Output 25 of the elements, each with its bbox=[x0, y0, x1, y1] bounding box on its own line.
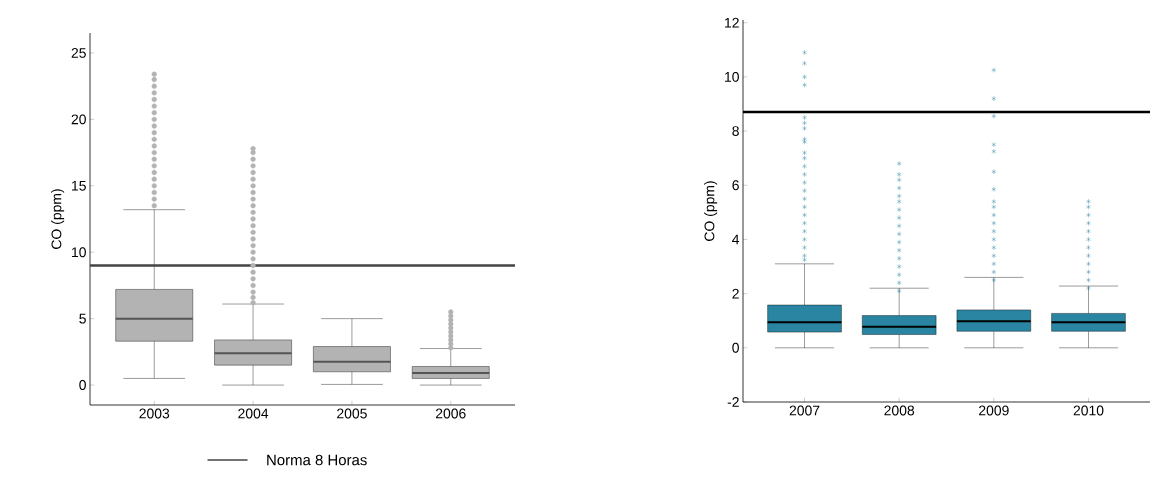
x-tick-label: 2004 bbox=[238, 408, 269, 419]
x-tick-label: 2005 bbox=[337, 408, 367, 419]
y-tick-label: 10 bbox=[725, 71, 739, 82]
y-tick-label: 5 bbox=[79, 313, 86, 324]
y-tick-label: 4 bbox=[732, 234, 740, 245]
x-tick-label: 2007 bbox=[789, 405, 820, 416]
x-tick-label: 2008 bbox=[884, 405, 915, 416]
y-axis-title: CO (ppm) bbox=[704, 181, 718, 241]
y-tick-label: 25 bbox=[71, 47, 86, 58]
x-tick-label: 2009 bbox=[979, 405, 1009, 416]
y-tick-label: 8 bbox=[732, 126, 739, 137]
y-tick-label: 12 bbox=[725, 17, 739, 28]
y-tick-label: 0 bbox=[79, 380, 86, 391]
y-axis-title: CO (ppm) bbox=[51, 189, 65, 249]
y-tick-label: 10 bbox=[72, 247, 86, 258]
x-tick-label: 2003 bbox=[139, 408, 170, 419]
y-tick-label: 15 bbox=[72, 180, 86, 191]
legend-label: Norma 8 Horas bbox=[267, 454, 367, 466]
x-tick-label: 2010 bbox=[1073, 405, 1104, 416]
y-tick-label: 6 bbox=[732, 180, 739, 191]
y-tick-label: 0 bbox=[732, 342, 739, 353]
y-tick-label: -2 bbox=[727, 397, 739, 407]
x-tick-label: 2006 bbox=[435, 408, 466, 419]
y-tick-label: 2 bbox=[732, 288, 739, 299]
y-tick-label: 20 bbox=[71, 114, 86, 125]
